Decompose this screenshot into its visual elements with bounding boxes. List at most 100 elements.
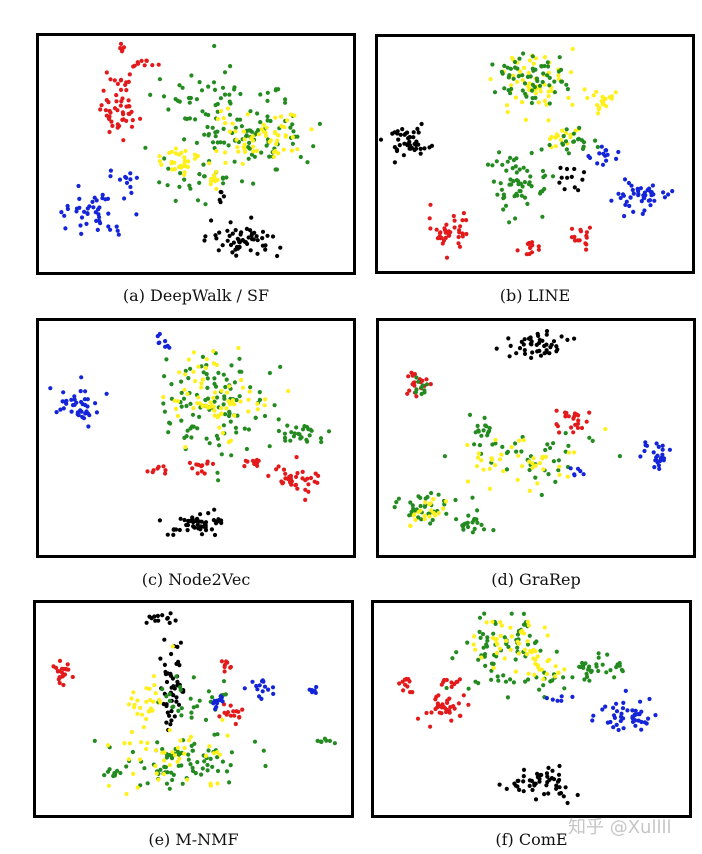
scatter-point <box>122 741 127 746</box>
scatter-point <box>308 475 314 481</box>
scatter-point <box>472 526 477 531</box>
scatter-point <box>580 177 585 182</box>
scatter-point <box>566 450 571 455</box>
scatter-point <box>497 782 502 787</box>
scatter-point <box>221 679 227 684</box>
scatter-point <box>163 468 168 473</box>
scatter-point <box>527 783 532 788</box>
scatter-point <box>154 771 159 776</box>
scatter-point <box>572 166 577 172</box>
scatter-point <box>494 651 499 656</box>
scatter-point <box>614 156 619 161</box>
cluster-green <box>413 375 430 397</box>
scatter-point <box>215 140 220 145</box>
scatter-point <box>568 466 573 471</box>
scatter-point <box>529 184 534 189</box>
scatter-point <box>115 122 120 127</box>
scatter-point <box>512 59 518 65</box>
scatter-point <box>227 92 232 97</box>
cluster-yellow <box>214 106 314 166</box>
scatter-point <box>639 709 644 714</box>
scatter-point <box>278 364 283 369</box>
scatter-point <box>422 513 427 518</box>
scatter-point <box>476 657 481 662</box>
scatter-point <box>267 370 272 376</box>
scatter-point <box>587 225 592 230</box>
cluster-red <box>242 457 261 469</box>
scatter-point <box>229 750 234 755</box>
scatter-point <box>528 335 533 340</box>
scatter-point <box>517 188 522 194</box>
scatter-point <box>440 241 445 246</box>
scatter-point <box>655 453 660 458</box>
scatter-point <box>175 759 180 764</box>
scatter-point <box>78 389 83 394</box>
scatter-point <box>167 763 172 768</box>
scatter-point <box>505 695 510 700</box>
scatter-point <box>83 402 88 408</box>
scatter-point <box>175 413 180 419</box>
scatter-point <box>322 736 327 741</box>
scatter-point <box>306 489 311 494</box>
scatter-point <box>166 430 171 435</box>
scatter-point <box>582 677 587 682</box>
scatter-point <box>262 684 268 689</box>
scatter-point <box>214 169 219 174</box>
scatter-point <box>172 714 177 719</box>
scatter-point <box>625 708 630 713</box>
scatter-point <box>176 708 181 713</box>
scatter-point <box>515 477 520 482</box>
scatter-point <box>570 675 575 680</box>
scatter-point <box>172 753 178 758</box>
cluster-red <box>131 58 161 69</box>
scatter-point <box>537 348 542 353</box>
scatter-point <box>256 132 262 137</box>
scatter-point <box>255 401 260 406</box>
scatter-point <box>226 143 231 148</box>
scatter-point <box>504 467 510 472</box>
scatter-point <box>187 460 192 465</box>
scatter-point <box>209 527 214 532</box>
scatter-point <box>646 716 651 721</box>
scatter-point <box>616 727 621 733</box>
scatter-point <box>167 345 172 350</box>
scatter-point <box>401 688 406 693</box>
cluster-green <box>315 736 337 746</box>
scatter-point <box>186 357 191 362</box>
scatter-point <box>423 500 428 505</box>
scatter-point <box>248 228 253 233</box>
scatter-point <box>593 138 598 143</box>
scatter-point <box>253 415 258 420</box>
scatter-point <box>559 334 564 339</box>
scatter-point <box>551 459 556 464</box>
scatter-point <box>522 348 527 353</box>
scatter-point <box>418 151 423 156</box>
scatter-point <box>174 699 179 704</box>
scatter-point <box>395 147 400 153</box>
scatter-point <box>294 455 299 460</box>
scatter-point <box>476 681 481 686</box>
scatter-point <box>202 238 207 243</box>
scatter-point <box>491 179 496 184</box>
scatter-point <box>194 97 199 102</box>
scatter-point <box>638 186 643 191</box>
scatter-point <box>520 73 525 78</box>
scatter-point <box>212 408 217 413</box>
scatter-point <box>150 63 155 68</box>
scatter-point <box>242 142 247 147</box>
scatter-point <box>551 441 556 446</box>
scatter-point <box>290 135 295 140</box>
scatter-point <box>203 520 209 525</box>
scatter-point <box>69 409 74 414</box>
scatter-point <box>309 127 314 132</box>
scatter-point <box>605 720 610 725</box>
scatter-point <box>132 63 137 68</box>
cluster-yellow <box>408 497 448 529</box>
scatter-point <box>424 377 429 382</box>
scatter-point <box>311 144 316 149</box>
scatter-point <box>410 503 415 508</box>
scatter-point <box>522 195 528 200</box>
scatter-point <box>210 140 216 145</box>
scatter-point <box>267 444 272 449</box>
cluster-red <box>427 202 469 260</box>
